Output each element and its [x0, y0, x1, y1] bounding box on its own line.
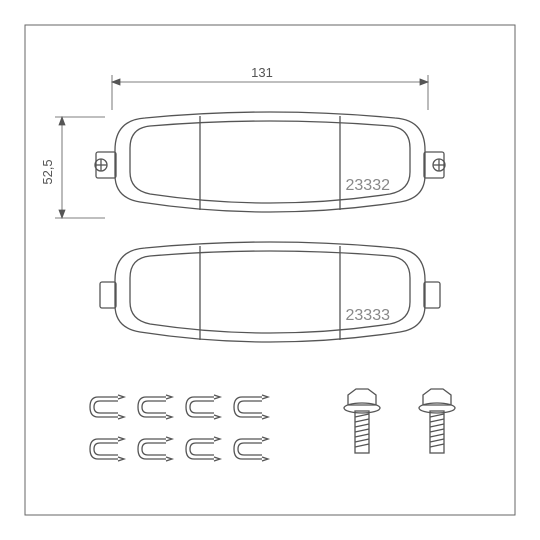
clip	[186, 437, 220, 461]
top-pad	[95, 112, 445, 212]
drawing-frame	[25, 25, 515, 515]
dim-width	[112, 75, 428, 110]
clip	[90, 395, 124, 419]
clip	[138, 437, 172, 461]
bolt	[344, 389, 380, 453]
technical-drawing: 131 52,5	[0, 0, 540, 540]
clip	[234, 395, 268, 419]
clips-group	[90, 395, 268, 461]
clip	[234, 437, 268, 461]
bolt	[419, 389, 455, 453]
dim-height	[55, 117, 105, 218]
top-brake-pad-group: 131 52,5	[40, 65, 445, 218]
bottom-brake-pad-group: 23333	[100, 242, 440, 342]
clip	[138, 395, 172, 419]
clip	[186, 395, 220, 419]
bottom-pad-part-number: 23333	[346, 307, 391, 324]
dim-height-label: 52,5	[40, 159, 55, 184]
clip	[90, 437, 124, 461]
dim-width-label: 131	[251, 65, 273, 80]
top-pad-part-number: 23332	[346, 177, 391, 194]
bolts-group	[344, 389, 455, 453]
bottom-pad	[100, 242, 440, 342]
